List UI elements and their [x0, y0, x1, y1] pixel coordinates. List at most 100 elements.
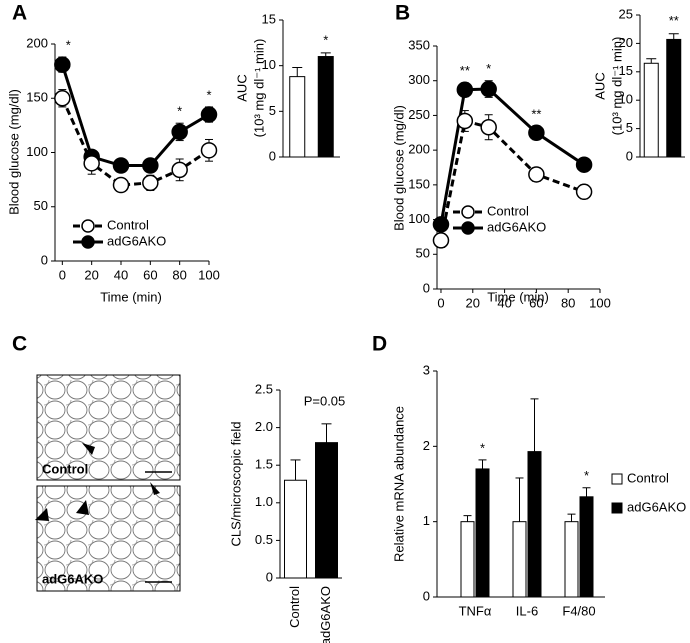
- panel-label: B: [395, 2, 410, 25]
- x-tick-label: adG6AKO: [318, 586, 333, 643]
- y-tick-label: 350: [408, 37, 430, 52]
- y-tick-label: 0: [423, 588, 430, 603]
- significance: *: [177, 104, 182, 119]
- y-tick-label: 10: [262, 57, 276, 72]
- significance: *: [444, 199, 449, 214]
- y-tick-label: 1: [423, 513, 430, 528]
- bar: [284, 479, 307, 579]
- x-tick-label: Control: [287, 586, 302, 628]
- y-axis-label: Blood glucose (mg/dl): [391, 105, 406, 231]
- bar: [289, 76, 306, 158]
- marker: [200, 142, 218, 159]
- y-tick-label: 5: [269, 103, 276, 118]
- legend-swatch: [611, 502, 623, 514]
- marker: [83, 155, 100, 172]
- arrowhead: [150, 482, 160, 495]
- y-tick-label: 50: [34, 198, 48, 213]
- y-tick-label: 10: [619, 92, 633, 107]
- y-axis-label: Blood glucose (mg/dl): [6, 89, 21, 215]
- significance: *: [206, 87, 211, 102]
- significance: *: [66, 37, 71, 52]
- significance: *: [584, 468, 589, 483]
- micrograph-image: [36, 485, 181, 592]
- bar: [666, 38, 682, 158]
- y-tick-label: 25: [619, 6, 633, 21]
- marker: [142, 157, 159, 174]
- marker: [200, 106, 218, 123]
- bar: [512, 521, 527, 598]
- x-tick-label: 0: [437, 295, 444, 310]
- marker: [432, 216, 450, 233]
- y-tick-label: 0: [423, 280, 430, 295]
- y-tick-label: 5: [626, 120, 633, 135]
- y-tick-label: 0: [266, 569, 273, 584]
- x-axis-label: Time (min): [100, 289, 162, 304]
- bar: [643, 62, 659, 158]
- x-tick-label: IL-6: [516, 603, 538, 618]
- legend-marker: [81, 235, 95, 249]
- y-tick-label: 0: [269, 148, 276, 163]
- y-tick-label: 2: [423, 438, 430, 453]
- bar: [317, 56, 334, 158]
- legend-marker: [461, 205, 475, 219]
- marker: [480, 118, 497, 136]
- legend-label: Control: [627, 470, 669, 485]
- arrowhead: [35, 508, 49, 521]
- x-tick-label: 80: [561, 295, 575, 310]
- y-tick-label: 20: [619, 35, 633, 50]
- x-tick-label: 20: [84, 267, 98, 282]
- marker: [575, 156, 593, 173]
- marker: [456, 112, 474, 130]
- micrograph-control: [36, 374, 181, 481]
- legend-marker: [81, 219, 95, 233]
- y-tick-label: 0.5: [255, 532, 273, 547]
- y-tick-label: 50: [416, 246, 430, 261]
- legend-label: adG6AKO: [107, 233, 166, 248]
- marker: [528, 166, 545, 183]
- x-tick-label: 60: [143, 267, 157, 282]
- y-tick-label: 3: [423, 362, 430, 377]
- significance: P=0.05: [304, 393, 346, 408]
- bar: [527, 451, 542, 598]
- marker: [575, 183, 593, 201]
- marker: [456, 81, 474, 98]
- y-tick-label: 100: [26, 144, 48, 159]
- y-tick-label: 200: [408, 142, 430, 157]
- legend-marker: [461, 221, 475, 235]
- legend-label: Control: [487, 203, 529, 218]
- marker: [142, 174, 159, 192]
- x-tick-label: 80: [172, 267, 186, 282]
- y-tick-label: 0: [626, 148, 633, 163]
- y-tick-label: 200: [26, 35, 48, 50]
- micrograph-label: adG6AKO: [42, 571, 103, 586]
- legend-label: adG6AKO: [627, 499, 686, 514]
- x-tick-label: 20: [466, 295, 480, 310]
- significance: **: [531, 106, 541, 121]
- marker: [112, 176, 130, 194]
- legend-label: Control: [107, 217, 149, 232]
- y-axis-label: AUC: [592, 72, 607, 99]
- marker: [112, 157, 130, 174]
- bar: [564, 521, 579, 598]
- y-tick-label: 15: [262, 11, 276, 26]
- marker: [54, 56, 71, 73]
- y-axis-label: (10³ mg dl⁻¹ min): [251, 39, 266, 138]
- y-tick-label: 2.5: [255, 381, 273, 396]
- marker: [171, 161, 188, 179]
- y-tick-label: 15: [619, 63, 633, 78]
- y-tick-label: 150: [408, 176, 430, 191]
- y-tick-label: 2.0: [255, 419, 273, 434]
- marker: [528, 124, 545, 142]
- x-tick-label: 100: [589, 295, 611, 310]
- x-tick-label: 60: [529, 295, 543, 310]
- marker: [54, 90, 71, 107]
- significance: *: [486, 61, 491, 76]
- y-axis-label: Relative mRNA abundance: [391, 406, 406, 562]
- panel-label: C: [12, 333, 27, 356]
- y-axis-label: AUC: [234, 74, 249, 101]
- marker: [432, 232, 450, 249]
- bar: [579, 496, 594, 598]
- bar: [460, 521, 475, 598]
- micrograph-adg6ako: [35, 482, 181, 592]
